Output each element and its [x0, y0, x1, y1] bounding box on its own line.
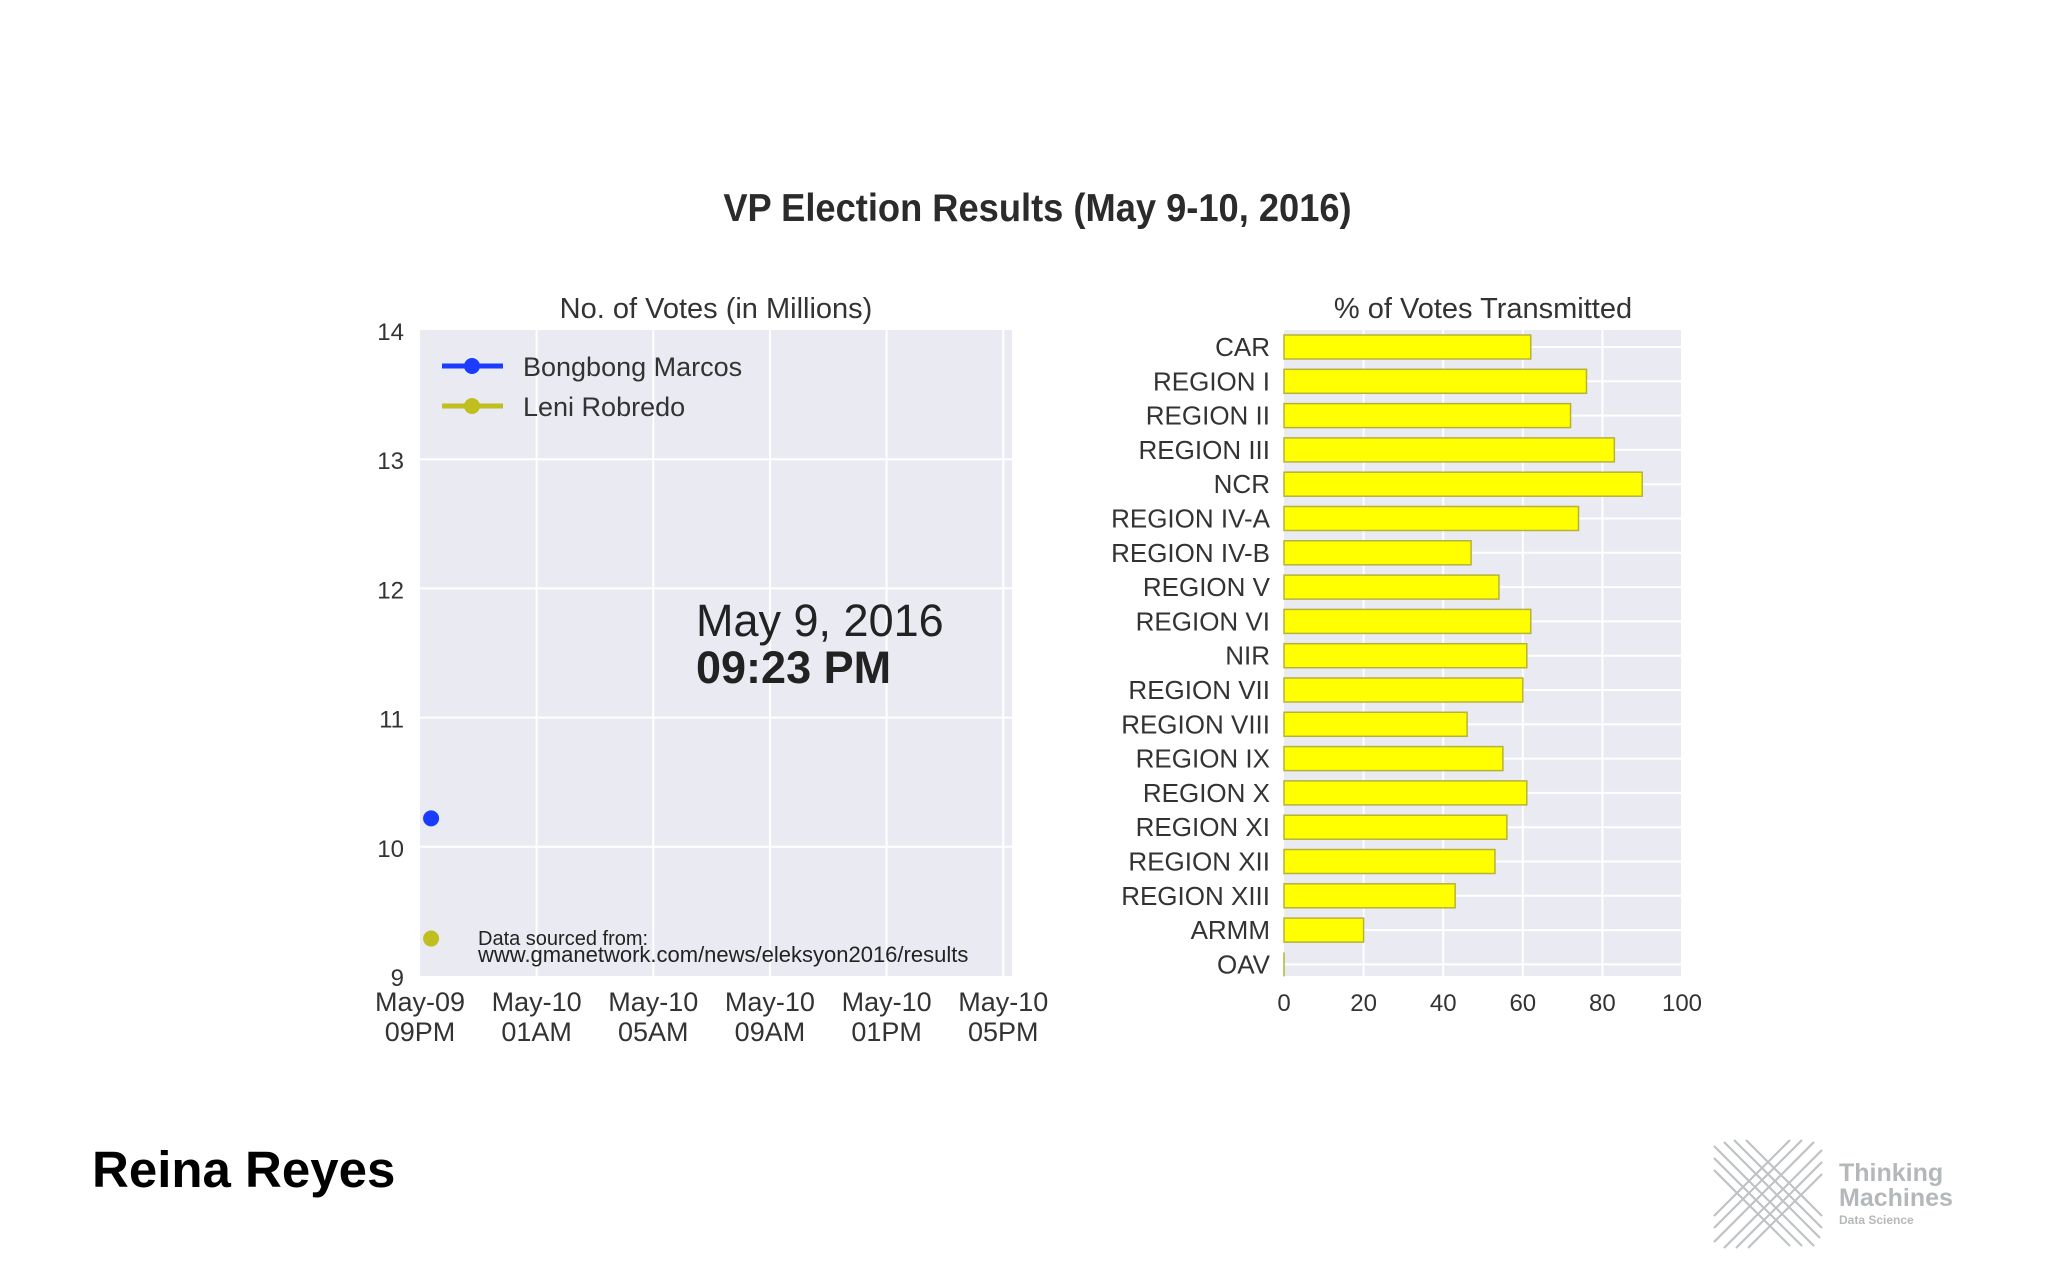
- votes-x-tick-label: 09PM: [385, 1017, 456, 1047]
- transmitted-region-label: REGION V: [1143, 572, 1271, 602]
- transmitted-region-label: REGION IV-A: [1111, 504, 1271, 534]
- votes-chart-title: No. of Votes (in Millions): [560, 293, 873, 325]
- transmitted-bar: [1283, 780, 1528, 806]
- votes-y-tick-label: 13: [377, 448, 404, 475]
- source-label: Data sourced from:: [478, 928, 648, 950]
- transmitted-region-label: REGION XIII: [1121, 881, 1270, 911]
- votes-x-ticks: May-0909PMMay-1001AMMay-1005AMMay-1009AM…: [375, 987, 1048, 1047]
- logo-mark-icon: [1713, 1139, 1823, 1249]
- transmitted-x-tick-label: 80: [1589, 990, 1616, 1017]
- votes-x-tick-label: May-10: [725, 987, 815, 1017]
- votes-data-point: [423, 810, 440, 827]
- transmitted-region-label: REGION VII: [1128, 675, 1270, 705]
- votes-line-chart: No. of Votes (in Millions) 9 10 11 12 13 14 M…: [375, 293, 1048, 1047]
- transmitted-region-label: REGION III: [1139, 435, 1270, 465]
- votes-y-tick-label: 12: [377, 577, 404, 604]
- votes-x-tick-label: May-09: [375, 987, 465, 1017]
- logo-text-data-science: Data Science: [1839, 1213, 1914, 1227]
- main-title: VP Election Results (May 9-10, 2016): [723, 187, 1352, 230]
- votes-x-tick-label: 05AM: [618, 1017, 689, 1047]
- transmitted-bar: [1283, 471, 1643, 497]
- votes-x-tick-label: May-10: [608, 987, 698, 1017]
- transmitted-bar: [1283, 574, 1500, 600]
- transmitted-x-tick-label: 40: [1430, 990, 1457, 1017]
- votes-y-tick-label: 9: [391, 965, 404, 992]
- transmitted-x-tick-label: 0: [1277, 990, 1290, 1017]
- votes-y-ticks: 9 10 11 12 13 14: [377, 319, 404, 992]
- transmitted-bars: [1283, 334, 1643, 977]
- votes-y-tick-label: 14: [377, 319, 404, 346]
- votes-x-tick-label: 09AM: [735, 1017, 806, 1047]
- transmitted-x-ticks: 0 20 40 60 80 100: [1277, 990, 1702, 1017]
- legend-label-marcos: Bongbong Marcos: [523, 352, 742, 382]
- transmitted-region-label: NIR: [1225, 641, 1270, 671]
- transmitted-region-label: ARMM: [1191, 915, 1270, 945]
- transmitted-bar: [1283, 814, 1508, 840]
- transmitted-bar: [1283, 437, 1616, 463]
- votes-y-tick-label: 10: [377, 836, 404, 863]
- transmitted-chart-title: % of Votes Transmitted: [1334, 293, 1632, 325]
- transmitted-bar: [1283, 368, 1588, 395]
- logo-text-machines: Machines: [1839, 1184, 1953, 1212]
- transmitted-region-label: REGION I: [1153, 366, 1270, 396]
- legend-label-robredo: Leni Robredo: [523, 392, 685, 422]
- transmitted-bar: [1283, 608, 1532, 635]
- transmitted-region-label: REGION VI: [1136, 606, 1270, 636]
- transmitted-bar: [1283, 883, 1456, 909]
- transmitted-bar: [1283, 402, 1572, 429]
- votes-y-tick-label: 11: [379, 707, 404, 734]
- transmitted-region-label: REGION XII: [1128, 847, 1270, 877]
- transmitted-bar: [1283, 505, 1580, 532]
- thinking-machines-logo: Thinking Machines Data Science: [1712, 1138, 1972, 1250]
- votes-gridlines: [420, 330, 1012, 976]
- legend-marker-robredo: [464, 398, 480, 414]
- transmitted-region-label: REGION IX: [1136, 744, 1270, 774]
- transmitted-x-tick-label: 60: [1509, 990, 1536, 1017]
- transmitted-region-label: NCR: [1214, 469, 1270, 499]
- votes-x-tick-label: May-10: [958, 987, 1048, 1017]
- transmitted-region-label: CAR: [1215, 332, 1270, 362]
- votes-series-points: [423, 810, 440, 947]
- timestamp-time: 09:23 PM: [696, 642, 891, 693]
- transmitted-region-label: OAV: [1217, 949, 1271, 979]
- transmitted-region-label: REGION II: [1146, 401, 1270, 431]
- logo-text-thinking: Thinking: [1839, 1159, 1944, 1187]
- transmitted-bar: [1283, 848, 1496, 875]
- transmitted-bar: [1283, 540, 1472, 566]
- votes-x-tick-label: 05PM: [968, 1017, 1039, 1047]
- votes-plot-area: [420, 330, 1012, 976]
- votes-data-point: [423, 930, 440, 947]
- transmitted-bar: [1283, 677, 1524, 703]
- transmitted-region-label: REGION X: [1143, 778, 1270, 808]
- transmitted-bar: [1283, 917, 1365, 943]
- transmitted-bar-chart: % of Votes Transmitted CAR REGION I REGION…: [1111, 293, 1702, 1017]
- votes-legend: Bongbong Marcos Leni Robredo: [442, 352, 742, 422]
- transmitted-bar: [1283, 711, 1468, 738]
- votes-x-tick-label: 01PM: [851, 1017, 922, 1047]
- author-name: Reina Reyes: [92, 1141, 396, 1198]
- timestamp-date: May 9, 2016: [696, 595, 944, 646]
- legend-marker-marcos: [464, 358, 480, 374]
- source-url: www.gmanetwork.com/news/eleksyon2016/res…: [477, 942, 968, 967]
- transmitted-region-label: REGION IV-B: [1111, 538, 1270, 568]
- transmitted-region-label: REGION VIII: [1121, 709, 1270, 739]
- transmitted-region-label: REGION XI: [1136, 812, 1270, 842]
- transmitted-region-labels: CAR REGION I REGION II REGION III NCR REGION …: [1111, 332, 1271, 979]
- transmitted-bar: [1283, 642, 1528, 669]
- transmitted-bar: [1283, 334, 1532, 360]
- transmitted-x-tick-label: 20: [1350, 990, 1377, 1017]
- transmitted-x-tick-label: 100: [1662, 990, 1702, 1017]
- votes-x-tick-label: May-10: [842, 987, 932, 1017]
- transmitted-bar: [1283, 745, 1504, 772]
- votes-x-tick-label: 01AM: [501, 1017, 572, 1047]
- votes-x-tick-label: May-10: [492, 987, 582, 1017]
